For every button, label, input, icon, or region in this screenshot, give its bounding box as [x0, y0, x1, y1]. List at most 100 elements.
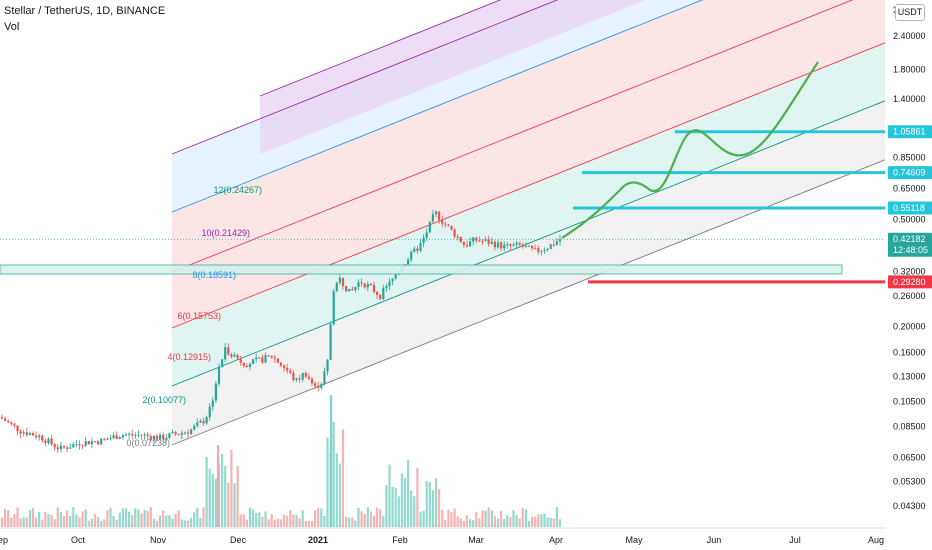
volume-bar [416, 467, 419, 527]
candle-body [62, 445, 66, 448]
overlays [0, 61, 885, 284]
candle-body [115, 435, 118, 439]
y-tick-label: 1.40000 [893, 94, 926, 104]
volume-bar [224, 466, 227, 527]
volume-bar [53, 519, 56, 527]
y-tick-label: 0.10500 [893, 397, 926, 407]
candle-body [283, 365, 286, 368]
volume-bar [428, 482, 431, 527]
price-tag-label: 0.55118 [893, 203, 925, 213]
y-tick-label: 2.40000 [893, 31, 926, 41]
candle-body [276, 358, 279, 363]
candle-body [521, 244, 524, 247]
candle-body [112, 435, 115, 439]
candle-body [267, 355, 270, 357]
volume-bar [190, 517, 193, 527]
candle-body [292, 372, 295, 380]
volume-bar [236, 465, 239, 527]
candle-body [388, 281, 391, 287]
candle-body [140, 434, 143, 436]
candle-body [546, 248, 549, 250]
volume-bar [47, 514, 50, 527]
volume-bar [270, 514, 273, 527]
candle-body [428, 221, 431, 233]
candle-body [230, 354, 233, 357]
candle-body [90, 441, 93, 445]
candle-body [363, 283, 366, 288]
volume-bar [503, 519, 506, 527]
volume-bar [518, 518, 521, 527]
candle-body [444, 223, 447, 225]
candle-body [255, 357, 258, 360]
candle-body [341, 277, 345, 286]
candle-body [447, 224, 450, 226]
candle-body [453, 229, 456, 237]
candle-body [205, 417, 208, 424]
candle-body [295, 378, 298, 380]
candle-body [434, 211, 438, 215]
volume-bar [199, 518, 202, 527]
candle-body [44, 440, 47, 444]
volume-bar [134, 508, 137, 527]
volume-bar [50, 514, 53, 527]
volume-bar [500, 511, 503, 527]
chart-title: Stellar / TetherUS, 1D, BINANCE [4, 5, 166, 17]
currency-button[interactable]: USDT [895, 4, 925, 21]
fib-channel [171, 0, 886, 446]
candle-body [345, 285, 348, 292]
volume-bar [97, 516, 100, 527]
volume-bar [183, 520, 186, 527]
candle-body [25, 432, 28, 435]
candle-body [221, 359, 224, 367]
volume-bar [289, 510, 292, 527]
fib-line [171, 0, 854, 273]
candle-body [273, 357, 276, 359]
fib-level-label: 0(0.07238) [126, 438, 170, 448]
volume-bar [106, 510, 109, 527]
candle-body [416, 248, 419, 251]
fib-labels: 0(0.07238) 2(0.10077) 4(0.12915) 6(0.15753)… [126, 185, 262, 448]
volume-bar [341, 429, 345, 527]
volume-bar [252, 509, 255, 527]
volume-bar [521, 507, 524, 527]
x-tick-label: 2021 [308, 535, 328, 545]
volume-bar [444, 519, 447, 527]
volume-bar [239, 514, 242, 527]
volume-bar [493, 516, 496, 527]
volume-bar [56, 507, 59, 527]
fib-level-label: 4(0.12915) [167, 352, 211, 362]
candle-body [224, 347, 227, 360]
y-tick-label: 0.06500 [893, 453, 926, 463]
volume-bar [524, 509, 527, 527]
volume-bar [326, 437, 329, 527]
candle-body [558, 239, 562, 242]
candle-body [214, 383, 217, 401]
volume-bar [78, 517, 81, 527]
x-tick-label: Mar [468, 535, 484, 545]
volume-bar [419, 511, 422, 527]
candle-body [537, 248, 540, 252]
candle-body [134, 434, 137, 436]
candle-body [307, 376, 310, 379]
candle-body [310, 378, 314, 384]
volume-bar [292, 514, 295, 527]
volume-bar [345, 516, 348, 527]
candle-body [202, 420, 205, 424]
candle-body [165, 437, 168, 440]
volume-bar [475, 512, 478, 527]
candles [0, 209, 562, 454]
candle-body [512, 244, 515, 246]
candle-body [270, 355, 273, 358]
volume-bar [379, 509, 382, 527]
candle-body [128, 433, 131, 435]
volume-bar [140, 513, 143, 527]
candle-body [56, 447, 59, 450]
volume-bar [115, 520, 118, 527]
y-tick-label: 0.16000 [893, 347, 926, 357]
candle-body [317, 385, 320, 388]
volume-bar [227, 482, 230, 527]
fib-level-label: 10(0.21429) [201, 228, 250, 238]
volume-bar [549, 518, 552, 527]
volume-bar [490, 510, 493, 527]
